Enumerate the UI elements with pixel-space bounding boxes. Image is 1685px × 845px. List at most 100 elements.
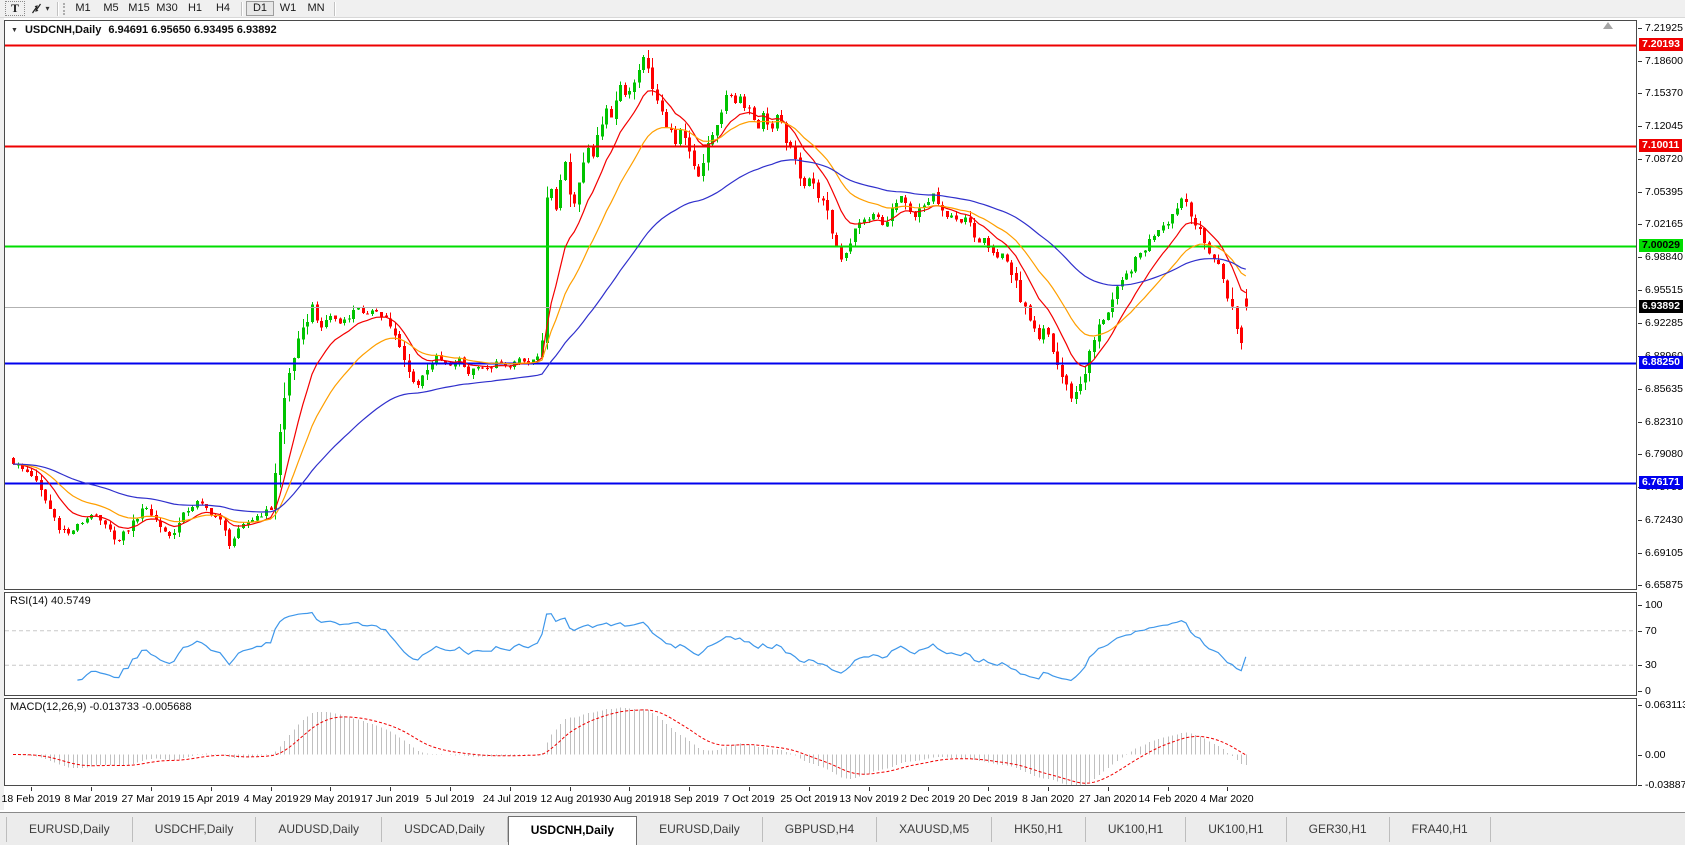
chart-tab-audusd-daily[interactable]: AUDUSD,Daily: [256, 817, 383, 842]
price-tick-label: 6.92285: [1645, 317, 1683, 329]
date-tick-mark: [31, 787, 32, 791]
timeframe-button-m5[interactable]: M5: [103, 2, 119, 14]
date-label: 20 Dec 2019: [958, 793, 1018, 805]
toolbar-grip: [63, 2, 65, 15]
rsi-panel[interactable]: RSI(14) 40.5749: [4, 592, 1637, 696]
timeframe-button-m1[interactable]: M1: [75, 2, 91, 14]
chart-tab-gbpusd-h4[interactable]: GBPUSD,H4: [763, 817, 878, 842]
timeframe-button-mn[interactable]: MN: [307, 2, 325, 14]
price-badge: 7.00029: [1639, 239, 1683, 252]
chart-tab-usdchf-daily[interactable]: USDCHF,Daily: [133, 817, 257, 842]
price-tick-mark: [1638, 192, 1642, 193]
date-tick-mark: [928, 787, 929, 791]
toolbar-separator: [57, 1, 58, 16]
macd-tick-label: 0.063113: [1645, 699, 1685, 711]
rsi-chart[interactable]: [5, 593, 1636, 695]
date-label: 17 Jun 2019: [361, 793, 419, 805]
date-tick-mark: [749, 787, 750, 791]
candlestick-chart[interactable]: [5, 21, 1636, 589]
date-label: 8 Jan 2020: [1022, 793, 1074, 805]
price-tick-mark: [1638, 422, 1642, 423]
date-tick-mark: [869, 787, 870, 791]
timeframe-button-m30[interactable]: M30: [156, 2, 178, 14]
macd-panel[interactable]: MACD(12,26,9) -0.013733 -0.005688: [4, 698, 1637, 786]
timeframe-button-w1[interactable]: W1: [279, 2, 297, 14]
date-label: 4 Mar 2020: [1200, 793, 1254, 805]
chart-tab-bar: EURUSD,Daily USDCHF,Daily AUDUSD,Daily USDC…: [0, 812, 1685, 845]
moving-average-55: [13, 159, 1246, 513]
rsi-tick-mark: [1638, 605, 1642, 606]
price-badge: 7.10011: [1639, 139, 1683, 152]
rsi-label: RSI(14) 40.5749: [10, 595, 91, 607]
date-tick-mark: [151, 787, 152, 791]
rsi-tick-mark: [1638, 631, 1642, 632]
price-axis[interactable]: 7.21925 7.18600 7.15370 7.12045 7.08720 7.053…: [1638, 20, 1685, 812]
macd-tick-mark: [1638, 705, 1642, 706]
chart-tab-uk100-h1[interactable]: UK100,H1: [1186, 817, 1287, 842]
chart-tab-ger30-h1[interactable]: GER30,H1: [1287, 817, 1390, 842]
macd-chart[interactable]: [5, 699, 1636, 785]
date-tick-mark: [1048, 787, 1049, 791]
timeframe-button-h4[interactable]: H4: [215, 2, 231, 14]
toolbar: T ▾ M1 M5 M15 M30 H1 H4 D1 W1 MN: [0, 0, 1685, 18]
date-tick-mark: [1108, 787, 1109, 791]
date-label: 27 Mar 2019: [121, 793, 181, 805]
collapse-triangle-icon[interactable]: ▼: [11, 26, 18, 34]
date-label: 13 Nov 2019: [839, 793, 899, 805]
rsi-tick-label: 30: [1645, 659, 1657, 671]
chart-tab-xauusd-m5[interactable]: XAUUSD,M5: [877, 817, 993, 842]
price-tick-mark: [1638, 224, 1642, 225]
chart-tab-usdcad-daily[interactable]: USDCAD,Daily: [382, 817, 508, 842]
chart-tab-hk50-h1[interactable]: HK50,H1: [992, 817, 1086, 842]
price-tick-mark: [1638, 323, 1642, 324]
chart-tab-eurusd-daily[interactable]: EURUSD,Daily: [637, 817, 763, 842]
date-label: 25 Oct 2019: [780, 793, 838, 805]
window-chrome-strip: [0, 18, 4, 810]
date-tick-mark: [330, 787, 331, 791]
price-badge: 7.20193: [1639, 38, 1683, 51]
chart-tab-fra40-h1[interactable]: FRA40,H1: [1390, 817, 1491, 842]
price-tick-mark: [1638, 61, 1642, 62]
price-tick-mark: [1638, 454, 1642, 455]
date-tick-mark: [510, 787, 511, 791]
date-tick-mark: [271, 787, 272, 791]
time-axis[interactable]: 18 Feb 2019 8 Mar 2019 27 Mar 2019 15 Apr 2…: [2, 786, 1636, 812]
candles: [12, 50, 1248, 549]
price-chart-panel[interactable]: ▼ USDCNH,Daily 6.94691 6.95650 6.93495 6…: [4, 20, 1637, 590]
price-tick-mark: [1638, 389, 1642, 390]
chart-title: ▼ USDCNH,Daily 6.94691 6.95650 6.93495 6…: [11, 24, 277, 36]
moving-average-10: [12, 90, 1247, 530]
price-badge: 6.88250: [1639, 356, 1683, 369]
dropdown-caret-icon: ▾: [45, 4, 50, 13]
macd-tick-label: -0.038872: [1645, 779, 1685, 791]
horizontal-lines: [5, 44, 1636, 485]
date-tick-mark: [91, 787, 92, 791]
chart-tab-uk100-h1[interactable]: UK100,H1: [1086, 817, 1187, 842]
text-tool-button[interactable]: T: [5, 1, 25, 16]
price-tick-label: 7.12045: [1645, 120, 1683, 132]
timeframe-buttons: M1 M5 M15 M30 H1 H4 D1 W1 MN: [69, 1, 339, 16]
price-tick-label: 7.15370: [1645, 87, 1683, 99]
macd-signal-line: [13, 709, 1247, 784]
price-tick-label: 6.85635: [1645, 383, 1683, 395]
price-tick-mark: [1638, 553, 1642, 554]
rsi-tick-label: 70: [1645, 625, 1657, 637]
price-tick-label: 6.95515: [1645, 284, 1683, 296]
timeframe-button-d1[interactable]: D1: [246, 1, 274, 16]
date-label: 30 Aug 2019: [599, 793, 659, 805]
date-tick-mark: [689, 787, 690, 791]
date-label: 24 Jul 2019: [482, 793, 538, 805]
price-tick-label: 6.65875: [1645, 579, 1683, 591]
toolbar-separator: [241, 1, 242, 16]
price-tick-label: 7.18600: [1645, 55, 1683, 67]
price-tick-label: 6.69105: [1645, 547, 1683, 559]
chart-tab-eurusd-daily[interactable]: EURUSD,Daily: [6, 817, 133, 842]
date-label: 29 May 2019: [299, 793, 361, 805]
cursor-tool-button[interactable]: ▾: [27, 1, 53, 16]
price-tick-label: 7.02165: [1645, 218, 1683, 230]
chart-tab-usdcnh-daily[interactable]: USDCNH,Daily: [507, 816, 638, 845]
rsi-tick-label: 100: [1645, 599, 1663, 611]
timeframe-button-m15[interactable]: M15: [128, 2, 150, 14]
timeframe-button-h1[interactable]: H1: [187, 2, 203, 14]
price-badge: 6.76171: [1639, 476, 1683, 489]
